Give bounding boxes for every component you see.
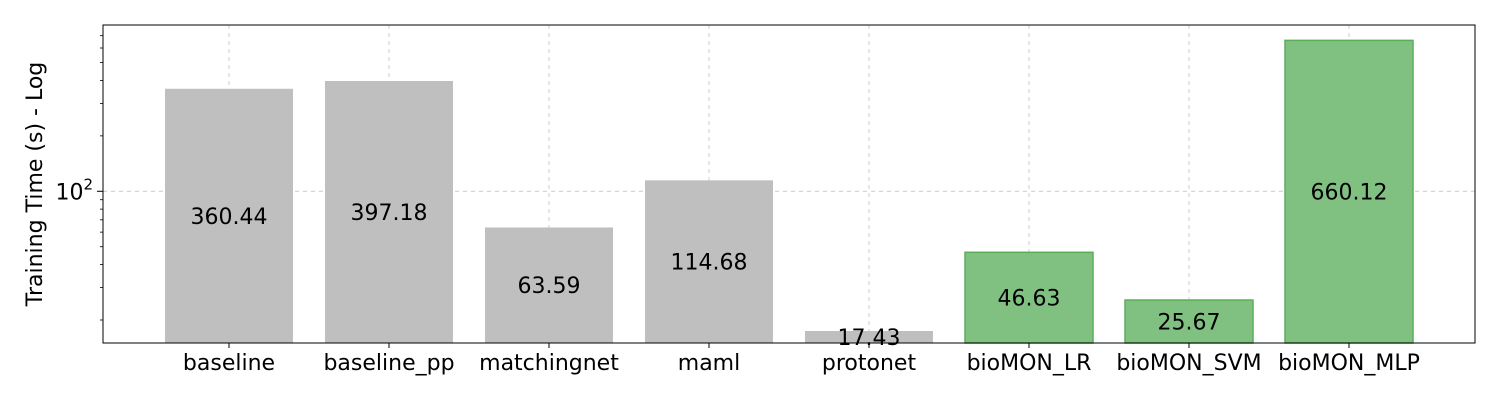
bar-matchingnet <box>485 227 613 343</box>
x-tick-label: protonet <box>822 351 917 376</box>
bar-bioMON_MLP <box>1284 39 1414 344</box>
x-axis-ticks: baseline baseline_pp matchingnet maml proton… <box>183 343 1420 376</box>
y-axis-title: Training Time (s) - Log <box>23 62 48 307</box>
bar-value-label: 46.63 <box>998 287 1061 312</box>
bar-value-label: 63.59 <box>518 274 581 299</box>
x-tick-label: matchingnet <box>479 351 619 376</box>
x-tick-label: bioMON_MLP <box>1278 351 1420 376</box>
bar-value-label: 360.44 <box>191 205 268 230</box>
y-axis-ticks: 102 <box>55 35 103 321</box>
x-tick-label: bioMON_SVM <box>1116 351 1261 376</box>
x-tick-label: maml <box>678 351 740 376</box>
y-tick-label: 102 <box>55 175 93 205</box>
x-tick-label: bioMON_LR <box>967 351 1092 376</box>
plot-frame <box>102 24 1476 344</box>
bar-maml <box>645 180 773 343</box>
bar-value-label: 25.67 <box>1158 311 1221 336</box>
x-tick-label: baseline <box>183 351 275 376</box>
grid <box>103 25 1475 343</box>
bars <box>165 39 1414 344</box>
bar-protonet <box>805 330 933 343</box>
bar-value-label: 660.12 <box>1311 181 1388 206</box>
bar-value-label: 114.68 <box>671 251 748 276</box>
x-tick-label: baseline_pp <box>323 351 454 376</box>
bar-baseline_pp <box>325 80 453 343</box>
bar-value-labels: 360.44 397.1863.59114.6817.4346.6325.6766… <box>191 181 1388 351</box>
bar-bioMON_LR <box>964 251 1094 344</box>
bar-baseline <box>165 88 293 344</box>
bar-value-label: 397.18 <box>351 201 428 226</box>
